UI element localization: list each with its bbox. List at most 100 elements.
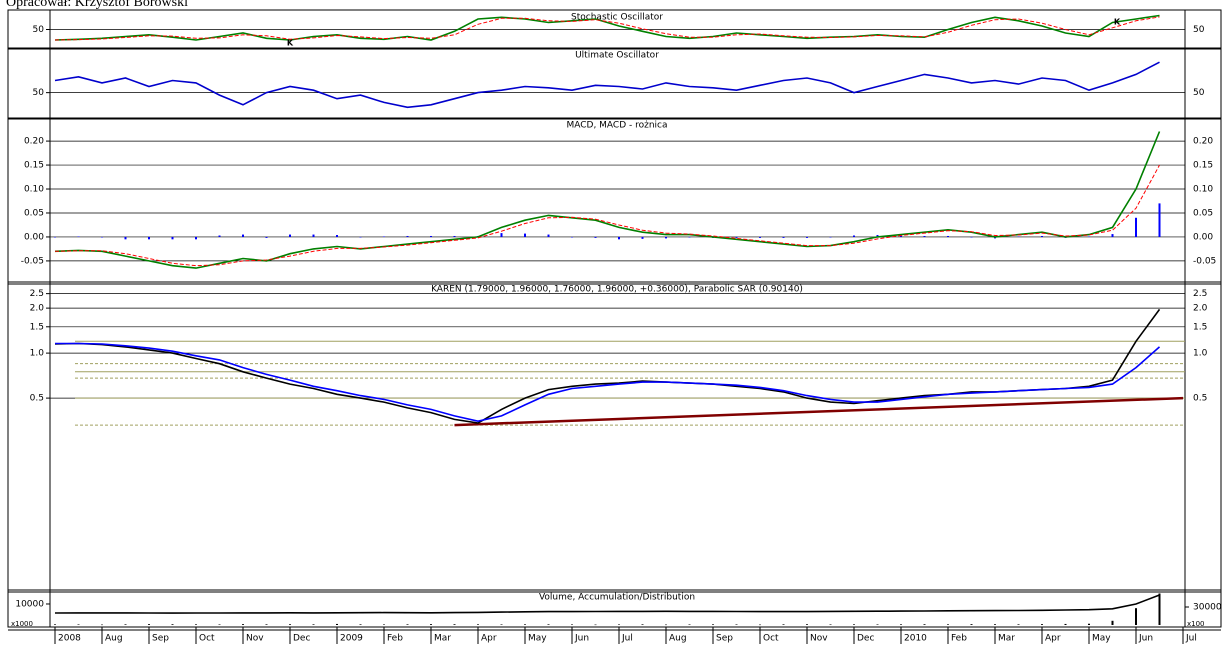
bar [900,624,902,625]
bar [453,235,456,237]
x-tick-label: May [1092,634,1111,644]
bar [571,624,573,625]
x-tick-label: Oct [199,634,215,644]
panel-frame [7,117,1222,285]
header: Opracował: Krzysztof Borowski [6,0,188,10]
bar [947,235,949,237]
x-tick-label: Jul [621,634,633,644]
bar [618,624,620,625]
bar [406,235,409,237]
bar [547,234,550,237]
bar [759,624,761,626]
bar [500,624,503,625]
bar [218,235,221,237]
panel-title: KAREN (1.79000, 1.96000, 1.76000, 1.9600… [431,285,803,295]
bar [806,236,808,238]
y-tick-label: 0.10 [24,185,44,195]
bar [712,624,714,625]
bar [1088,623,1090,625]
x-tick-label: Jun [1138,634,1153,644]
series-line [54,308,1161,424]
unit-label: x1000 [11,620,33,628]
bar [1111,620,1114,625]
bar [54,236,56,238]
x-tick-label: Oct [763,634,779,644]
bar [782,236,785,238]
bar [641,236,644,239]
bar [1135,217,1137,237]
x-tick-label: Jul [1185,634,1197,644]
bar [970,624,973,625]
bar [124,624,127,625]
bar [101,236,103,238]
bar [1064,623,1067,625]
bar [430,624,432,625]
bar [806,624,808,625]
unit-label: x100 [1187,620,1205,628]
bar [101,624,103,626]
bar [594,624,597,626]
bar [1135,608,1137,625]
bar [148,236,150,240]
y-tick-label: 1.5 [30,322,44,332]
panel-frame [7,281,1222,593]
bar [853,624,855,625]
x-tick-label: 2008 [58,634,81,644]
bar [383,236,385,237]
bar [853,235,855,237]
x-tick-label: Dec [293,634,310,644]
bar [477,624,479,625]
bar [77,624,80,625]
annotation: K [287,39,294,48]
x-tick-label: Mar [434,634,451,644]
y-tick-label: 0.05 [24,208,44,218]
bar [195,624,197,625]
bar [383,624,385,625]
bar [1111,234,1114,237]
y-tick-label-right: 0.10 [1193,185,1213,195]
bar [876,235,879,237]
bar [641,624,644,625]
panel-frame [7,589,1222,628]
bar [265,236,268,238]
y-tick-label: 50 [33,25,45,35]
y-tick-label-right: 0.20 [1193,137,1213,147]
y-tick-label-right: 0.15 [1193,161,1213,171]
bar [829,236,832,238]
series-line [54,131,1161,269]
bar [735,236,738,238]
bar [970,236,973,238]
y-tick-label-right: 0.05 [1193,208,1213,218]
panel-title: MACD, MACD - rożnica [566,121,667,131]
y-tick-label-right: 1.0 [1193,349,1208,359]
y-tick-label: 0.20 [24,137,44,147]
x-tick-label: Sep [716,634,733,644]
bar [1041,235,1043,237]
bar [265,624,268,625]
panel-title: Ultimate Oscillator [575,51,659,61]
y-tick-label: 50 [33,88,45,98]
bar [665,624,667,626]
bar [453,624,456,625]
series-line [54,594,1160,614]
bar [947,624,949,625]
bar [782,624,785,625]
x-tick-label: 2009 [340,634,363,644]
annotation: K [1114,18,1121,27]
x-tick-label: Nov [810,634,828,644]
bar [876,624,879,625]
bar [923,235,926,237]
y-tick-label-right: -0.05 [1193,256,1216,266]
bar [524,233,526,237]
bar [148,624,150,625]
x-tick-label: Apr [481,634,497,644]
bar [359,236,362,238]
bar [524,624,526,625]
bar [594,236,597,238]
bar [171,624,174,625]
panel-frame [7,9,1222,50]
bar [547,624,550,625]
x-tick-label: Mar [998,634,1015,644]
